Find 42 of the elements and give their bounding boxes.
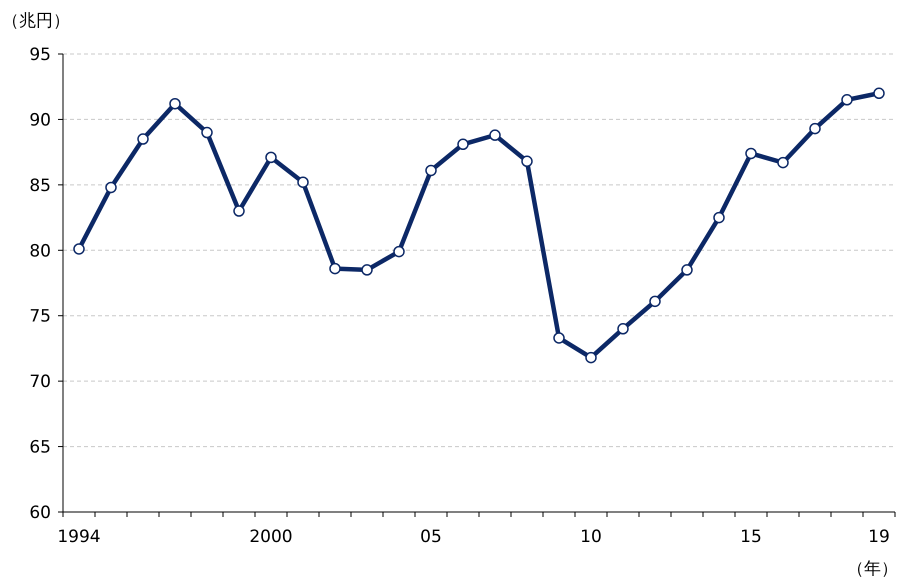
point [777, 156, 789, 168]
point [297, 176, 309, 188]
point [489, 129, 501, 141]
point [809, 122, 821, 134]
point [553, 332, 565, 344]
y-tick-label: 80 [29, 241, 51, 262]
x-tick-label: 15 [740, 527, 762, 547]
point [105, 182, 117, 194]
x-tick-label: 2000 [249, 527, 293, 547]
point [73, 243, 85, 255]
point [649, 296, 661, 308]
x-tick-label: 19 [868, 527, 890, 547]
point [329, 262, 341, 274]
x-tick-label: 05 [420, 527, 442, 547]
point [745, 148, 757, 160]
point [137, 133, 149, 145]
point [585, 352, 597, 364]
y-tick-label: 90 [29, 110, 51, 130]
y-axis-title: （兆円） [2, 11, 70, 31]
y-tick-label: 85 [29, 176, 51, 196]
point [617, 323, 629, 335]
x-tick-label: 10 [580, 527, 602, 547]
x-axis-title: （年） [847, 559, 898, 579]
point [393, 246, 405, 258]
y-tick-label: 95 [29, 45, 51, 65]
x-tick-label: 1994 [57, 527, 101, 547]
y-tick-label: 60 [29, 503, 51, 523]
y-tick-label: 75 [29, 306, 51, 327]
point [457, 138, 469, 150]
point [361, 264, 373, 276]
point [681, 264, 693, 276]
point [873, 88, 885, 100]
point [201, 126, 213, 138]
y-tick-label: 70 [29, 372, 51, 392]
point [233, 205, 245, 217]
y-tick-label: 65 [29, 438, 51, 458]
point [521, 156, 533, 168]
point [265, 152, 277, 164]
point [169, 98, 181, 110]
point [713, 212, 725, 224]
point [425, 164, 437, 176]
point [841, 94, 853, 106]
